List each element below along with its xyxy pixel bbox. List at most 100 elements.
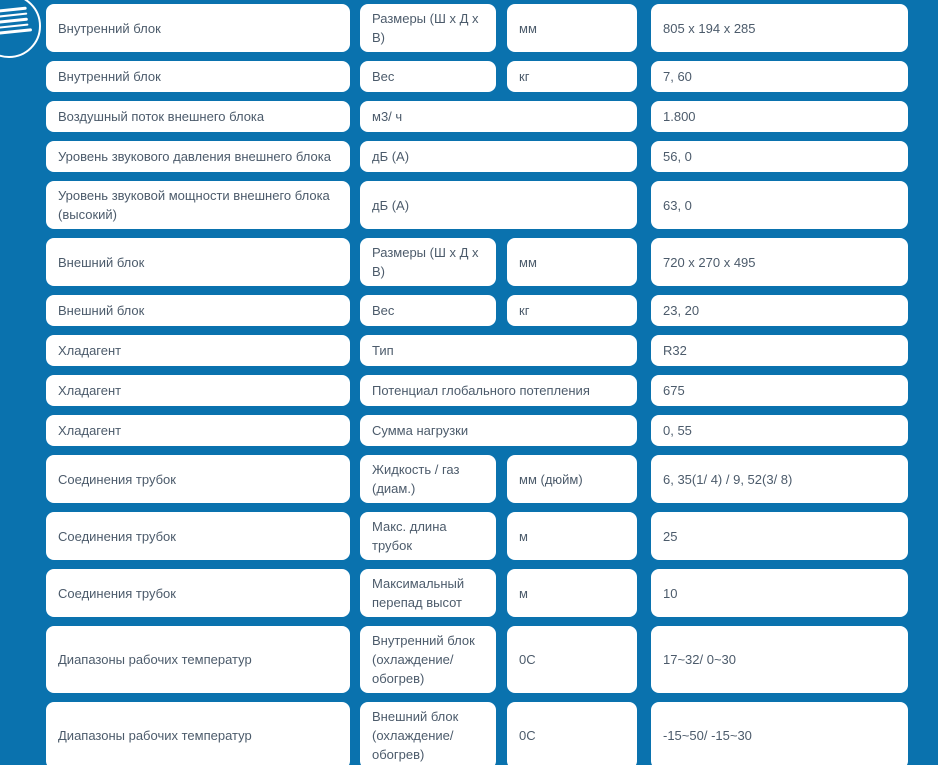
param-cell: Соединения трубок <box>46 569 350 617</box>
table-row: Уровень звуковой мощности внешнего блока… <box>46 181 908 229</box>
value-cell-label: 720 x 270 x 495 <box>663 254 756 270</box>
value-cell: 7, 60 <box>651 61 908 92</box>
value-cell: R32 <box>651 335 908 366</box>
sub-param-cell: Тип <box>360 335 637 366</box>
unit-cell: м3/ ч <box>360 101 637 132</box>
unit-cell: кг <box>507 295 637 326</box>
sub-param-cell-label: Жидкость / газ (диам.) <box>372 462 460 496</box>
sub-param-cell-label: Макс. длина трубок <box>372 519 447 553</box>
sub-param-cell: Максимальный перепад высот <box>360 569 496 617</box>
unit-cell: мм <box>507 4 637 52</box>
value-cell-label: 805 x 194 x 285 <box>663 20 756 36</box>
value-cell: 63, 0 <box>651 181 908 229</box>
value-cell-label: 675 <box>663 383 685 398</box>
unit-cell-label: 0С <box>519 652 536 667</box>
sub-param-cell: Внешний блок (охлаждение/ обогрев) <box>360 702 496 765</box>
value-cell-label: 0, 55 <box>663 423 692 438</box>
value-cell: 25 <box>651 512 908 560</box>
param-cell-label: Уровень звуковой мощности внешнего блока… <box>58 188 330 222</box>
sub-param-cell: Вес <box>360 61 496 92</box>
value-cell: 1.800 <box>651 101 908 132</box>
param-cell: Хладагент <box>46 375 350 406</box>
unit-cell: мм (дюйм) <box>507 455 637 503</box>
param-cell: Внешний блок <box>46 295 350 326</box>
table-row: Внешний блок Вес кг 23, 20 <box>46 295 908 326</box>
param-cell-label: Уровень звукового давления внешнего блок… <box>58 149 331 164</box>
table-row: Соединения трубок Жидкость / газ (диам.) м… <box>46 455 908 503</box>
value-cell-label: 23, 20 <box>663 303 700 318</box>
unit-cell: м <box>507 512 637 560</box>
unit-cell-label: дБ (А) <box>372 197 410 213</box>
unit-cell-label: кг <box>519 303 530 318</box>
table-row: Внешний блок Размеры (Ш х Д х В) мм 720 x 2… <box>46 238 908 286</box>
value-cell: 17~32/ 0~30 <box>651 626 908 693</box>
sub-param-cell-label: Размеры (Ш х Д х В) <box>372 11 479 45</box>
table-row: Диапазоны рабочих температур Внешний блок… <box>46 702 908 765</box>
unit-cell-label: м <box>519 585 528 601</box>
value-cell-label: 25 <box>663 528 678 544</box>
param-cell: Внутренний блок <box>46 61 350 92</box>
table-row: Хладагент Потенциал глобального потеплени… <box>46 375 908 406</box>
value-cell-label: 10 <box>663 585 678 601</box>
unit-cell-label: 0С <box>519 728 536 743</box>
table-row: Внутренний блок Вес кг 7, 60 <box>46 61 908 92</box>
param-cell: Диапазоны рабочих температур <box>46 702 350 765</box>
unit-cell-label: дБ (А) <box>372 149 410 164</box>
sub-param-cell-label: Вес <box>372 303 395 318</box>
unit-cell: дБ (А) <box>360 181 637 229</box>
value-cell: 23, 20 <box>651 295 908 326</box>
param-cell: Соединения трубок <box>46 455 350 503</box>
param-cell-label: Диапазоны рабочих температур <box>58 652 252 667</box>
sub-param-cell: Макс. длина трубок <box>360 512 496 560</box>
value-cell-label: 7, 60 <box>663 69 692 84</box>
table-row: Хладагент Сумма нагрузки 0, 55 <box>46 415 908 446</box>
table-row: Хладагент Тип R32 <box>46 335 908 366</box>
param-cell: Хладагент <box>46 415 350 446</box>
param-cell-label: Воздушный поток внешнего блока <box>58 109 265 124</box>
value-cell: 56, 0 <box>651 141 908 172</box>
param-cell-label: Хладагент <box>58 383 122 398</box>
sub-param-cell: Сумма нагрузки <box>360 415 637 446</box>
param-cell: Соединения трубок <box>46 512 350 560</box>
param-cell-label: Внутренний блок <box>58 20 161 36</box>
value-cell: 675 <box>651 375 908 406</box>
icon-lines <box>0 6 33 37</box>
unit-cell: кг <box>507 61 637 92</box>
sub-param-cell: Жидкость / газ (диам.) <box>360 455 496 503</box>
sub-param-cell: Размеры (Ш х Д х В) <box>360 238 496 286</box>
value-cell: 0, 55 <box>651 415 908 446</box>
unit-cell: 0С <box>507 626 637 693</box>
unit-cell: 0С <box>507 702 637 765</box>
icon-circle <box>0 0 41 58</box>
param-cell-label: Внешний блок <box>58 303 145 318</box>
value-cell-label: 17~32/ 0~30 <box>663 652 737 667</box>
unit-cell-label: м3/ ч <box>372 109 403 124</box>
value-cell-label: 1.800 <box>663 109 696 124</box>
sub-param-cell-label: Размеры (Ш х Д х В) <box>372 245 479 279</box>
param-cell-label: Внутренний блок <box>58 69 161 84</box>
param-cell: Внутренний блок <box>46 4 350 52</box>
value-cell-label: -15~50/ -15~30 <box>663 728 752 743</box>
param-cell: Уровень звуковой мощности внешнего блока… <box>46 181 350 229</box>
value-cell-label: R32 <box>663 343 687 358</box>
param-cell-label: Соединения трубок <box>58 471 176 487</box>
param-cell-label: Диапазоны рабочих температур <box>58 728 252 743</box>
param-cell: Хладагент <box>46 335 350 366</box>
value-cell: 6, 35(1/ 4) / 9, 52(3/ 8) <box>651 455 908 503</box>
unit-cell: м <box>507 569 637 617</box>
table-row: Соединения трубок Максимальный перепад вы… <box>46 569 908 617</box>
sub-param-cell-label: Вес <box>372 69 395 84</box>
unit-cell-label: кг <box>519 69 530 84</box>
table-row: Соединения трубок Макс. длина трубок м 25 <box>46 512 908 560</box>
table-row: Уровень звукового давления внешнего блок… <box>46 141 908 172</box>
param-cell-label: Хладагент <box>58 423 122 438</box>
param-cell: Диапазоны рабочих температур <box>46 626 350 693</box>
sub-param-cell: Потенциал глобального потепления <box>360 375 637 406</box>
unit-cell-label: м <box>519 528 528 544</box>
param-cell: Внешний блок <box>46 238 350 286</box>
spec-sheet-icon <box>0 0 45 60</box>
param-cell: Уровень звукового давления внешнего блок… <box>46 141 350 172</box>
value-cell-label: 63, 0 <box>663 197 692 213</box>
unit-cell-label: мм (дюйм) <box>519 471 583 487</box>
unit-cell-label: мм <box>519 20 537 36</box>
